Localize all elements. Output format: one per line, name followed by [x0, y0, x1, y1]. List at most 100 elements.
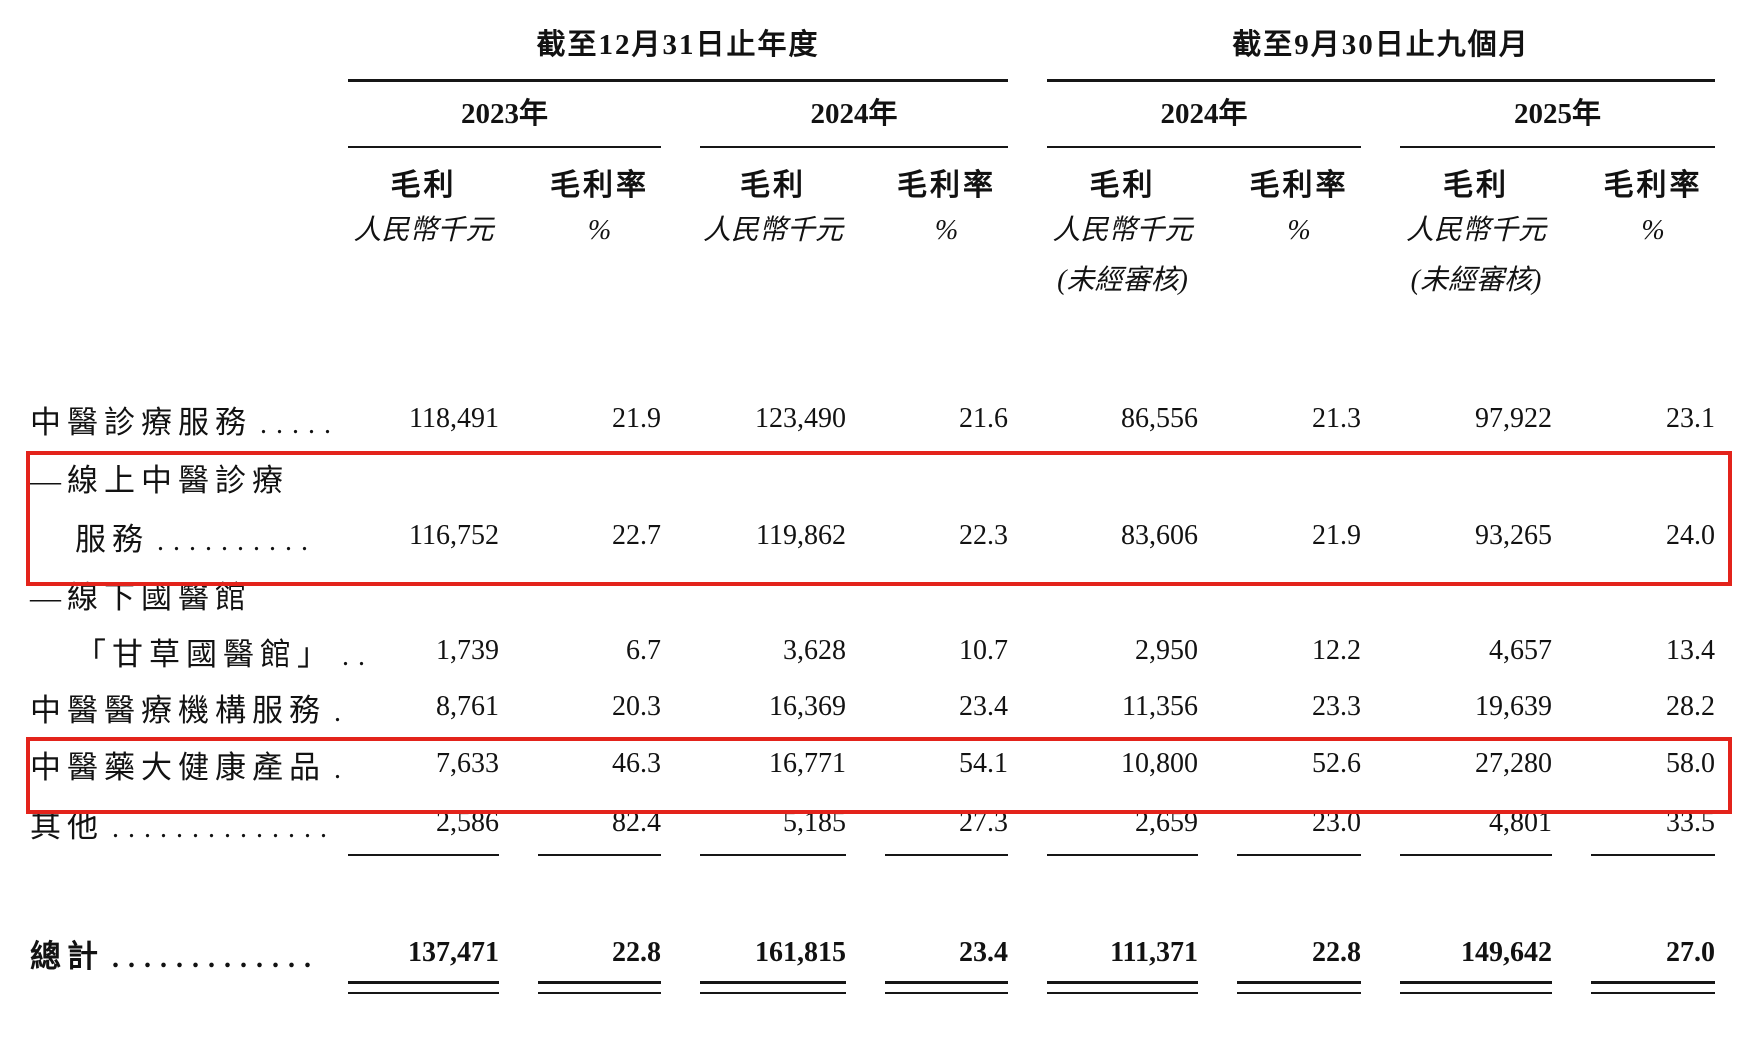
cell-value: 21.6	[959, 403, 1008, 434]
total-value: 161,815	[755, 937, 846, 968]
total-label: 總計. . . . . . . . . . . . .	[30, 938, 312, 974]
cell-value: 23.1	[1666, 403, 1715, 434]
cell-value: 118,491	[409, 403, 499, 434]
period-group-year-ended: 截至12月31日止年度	[536, 29, 820, 61]
unaudited-label-2: (未經審核)	[1410, 265, 1542, 296]
unit-rmb-2: 人民幣千元	[702, 215, 843, 246]
cell-value: 46.3	[612, 748, 661, 779]
rule-group1	[348, 79, 1008, 82]
cell-value: 54.1	[959, 748, 1008, 779]
year-rules	[0, 146, 1759, 148]
cell-value: 58.0	[1666, 748, 1715, 779]
cell-value: 16,369	[769, 691, 846, 722]
row-label: —線上中醫診療	[30, 462, 289, 498]
cell-value: 86,556	[1121, 403, 1198, 434]
col-gross-margin-2: 毛利率	[897, 169, 996, 202]
unit-pct-3: %	[1287, 215, 1311, 246]
year-2024-9m: 2024年	[1160, 98, 1248, 130]
row-label: 服務. . . . . . . . . .	[75, 521, 309, 557]
dot-leader: . . . . . . . . . . . . . .	[112, 812, 328, 844]
cell-value: 93,265	[1475, 520, 1552, 551]
cell-value: 16,771	[769, 748, 846, 779]
cell-value: 10.7	[959, 635, 1008, 666]
dot-leader: . .	[342, 640, 366, 672]
period-group-row: 截至12月31日止年度 截至9月30日止九個月	[0, 25, 1759, 65]
total-value: 27.0	[1666, 937, 1715, 968]
row-label: 中醫診療服務. . . . .	[30, 404, 332, 440]
table-body: 中醫診療服務. . . . . 118,491 21.9 123,490 21.…	[0, 390, 1759, 997]
col-gross-profit-1: 毛利	[390, 169, 457, 202]
cell-value: 83,606	[1121, 520, 1198, 551]
period-group-rules	[0, 79, 1759, 82]
col-gross-profit-2: 毛利	[740, 169, 806, 202]
rule-group2	[1047, 79, 1715, 82]
cell-value: 10,800	[1121, 748, 1198, 779]
total-value: 111,371	[1110, 937, 1198, 968]
row-label: 其他. . . . . . . . . . . . . .	[30, 808, 328, 844]
cell-value: 21.9	[1312, 520, 1361, 551]
cell-value: 6.7	[626, 635, 661, 666]
unit-rmb-1: 人民幣千元	[353, 215, 494, 246]
cell-value: 11,356	[1122, 691, 1198, 722]
cell-value: 22.3	[959, 520, 1008, 551]
col-gross-margin-1: 毛利率	[550, 169, 649, 202]
col-gross-profit-4: 毛利	[1443, 169, 1509, 202]
year-2025-9m: 2025年	[1513, 98, 1601, 130]
cell-value: 24.0	[1666, 520, 1715, 551]
unit-rmb-4: 人民幣千元	[1405, 215, 1546, 246]
cell-value: 28.2	[1666, 691, 1715, 722]
unaudited-label-1: (未經審核)	[1057, 265, 1188, 296]
period-group-nine-months: 截至9月30日止九個月	[1232, 29, 1530, 61]
cell-value: 52.6	[1312, 748, 1361, 779]
cell-value: 97,922	[1475, 403, 1552, 434]
unit-rmb-3: 人民幣千元	[1052, 215, 1193, 246]
table-row: 中醫醫療機構服務. 8,761 20.3 16,369 23.4 11,356 …	[0, 680, 1759, 734]
unit-pct-1: %	[587, 215, 612, 246]
cell-value: 19,639	[1475, 691, 1552, 722]
table-row: 服務. . . . . . . . . . 116,752 22.7 119,8…	[0, 506, 1759, 566]
col-gross-margin-4: 毛利率	[1603, 169, 1703, 202]
cell-value: 22.7	[612, 520, 661, 551]
cell-value: 3,628	[783, 635, 846, 666]
cell-value: 12.2	[1312, 635, 1361, 666]
highlight-box-online-tcm-services	[26, 451, 1732, 586]
cell-value: 116,752	[409, 520, 499, 551]
dot-leader: . . . . . . . . . . . . .	[112, 942, 312, 974]
total-value: 149,642	[1461, 937, 1552, 968]
unit-row: 人民幣千元 % 人民幣千元 % 人民幣千元 % 人民幣千元 %	[0, 208, 1759, 254]
cell-value: 1,739	[436, 635, 499, 666]
highlight-box-tcm-health-products	[26, 737, 1732, 814]
table-row-label-line: —線上中醫診療	[0, 448, 1759, 506]
cell-value: 23.3	[1312, 691, 1361, 722]
cell-value: 123,490	[755, 403, 846, 434]
dot-leader: . . . . .	[260, 408, 332, 440]
cell-value: 4,657	[1489, 635, 1552, 666]
year-header-row: 2023年 2024年 2024年 2025年	[0, 94, 1759, 134]
dot-leader: .	[334, 696, 342, 728]
unit-pct-4: %	[1641, 215, 1665, 246]
table-row: 中醫診療服務. . . . . 118,491 21.9 123,490 21.…	[0, 390, 1759, 448]
row-label: 「甘草國醫館」. .	[75, 636, 366, 672]
table-header: 截至12月31日止年度 截至9月30日止九個月 2023年 2024年 2024…	[0, 25, 1759, 304]
table-row: 「甘草國醫館」. . 1,739 6.7 3,628 10.7 2,950 12…	[0, 622, 1759, 680]
year-2024: 2024年	[810, 98, 898, 130]
subtotal-rules	[0, 852, 1759, 862]
col-gross-margin-3: 毛利率	[1249, 169, 1349, 202]
dot-leader: .	[334, 753, 342, 785]
total-double-rules	[0, 981, 1759, 997]
cell-value: 21.3	[1312, 403, 1361, 434]
dot-leader: . . . . . . . . . .	[157, 525, 309, 557]
cell-value: 20.3	[612, 691, 661, 722]
row-label: 中醫醫療機構服務.	[30, 692, 342, 728]
cell-value: 21.9	[612, 403, 661, 434]
row-label: 中醫藥大健康產品.	[30, 749, 342, 785]
total-value: 22.8	[1312, 937, 1361, 968]
col-gross-profit-3: 毛利	[1089, 169, 1156, 202]
unaudited-row: (未經審核) (未經審核)	[0, 258, 1759, 304]
cell-value: 23.4	[959, 691, 1008, 722]
table-row: 中醫藥大健康產品. 7,633 46.3 16,771 54.1 10,800 …	[0, 734, 1759, 794]
total-row: 總計. . . . . . . . . . . . . 137,471 22.8…	[0, 925, 1759, 981]
total-value: 22.8	[612, 937, 661, 968]
column-header-row: 毛利 毛利率 毛利 毛利率 毛利 毛利率 毛利 毛利率	[0, 166, 1759, 206]
